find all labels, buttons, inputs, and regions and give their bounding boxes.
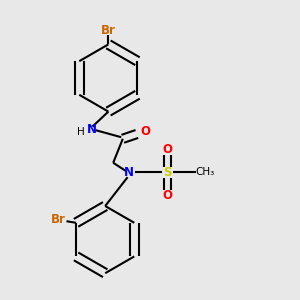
Text: CH₃: CH₃ [196,167,215,177]
Text: N: N [86,123,96,136]
Text: S: S [164,166,172,179]
Text: N: N [124,166,134,179]
Text: Br: Br [51,213,66,226]
Text: H: H [77,127,84,137]
Text: O: O [140,125,150,138]
Text: Br: Br [101,24,116,37]
Text: O: O [163,143,172,156]
Text: O: O [163,189,172,202]
